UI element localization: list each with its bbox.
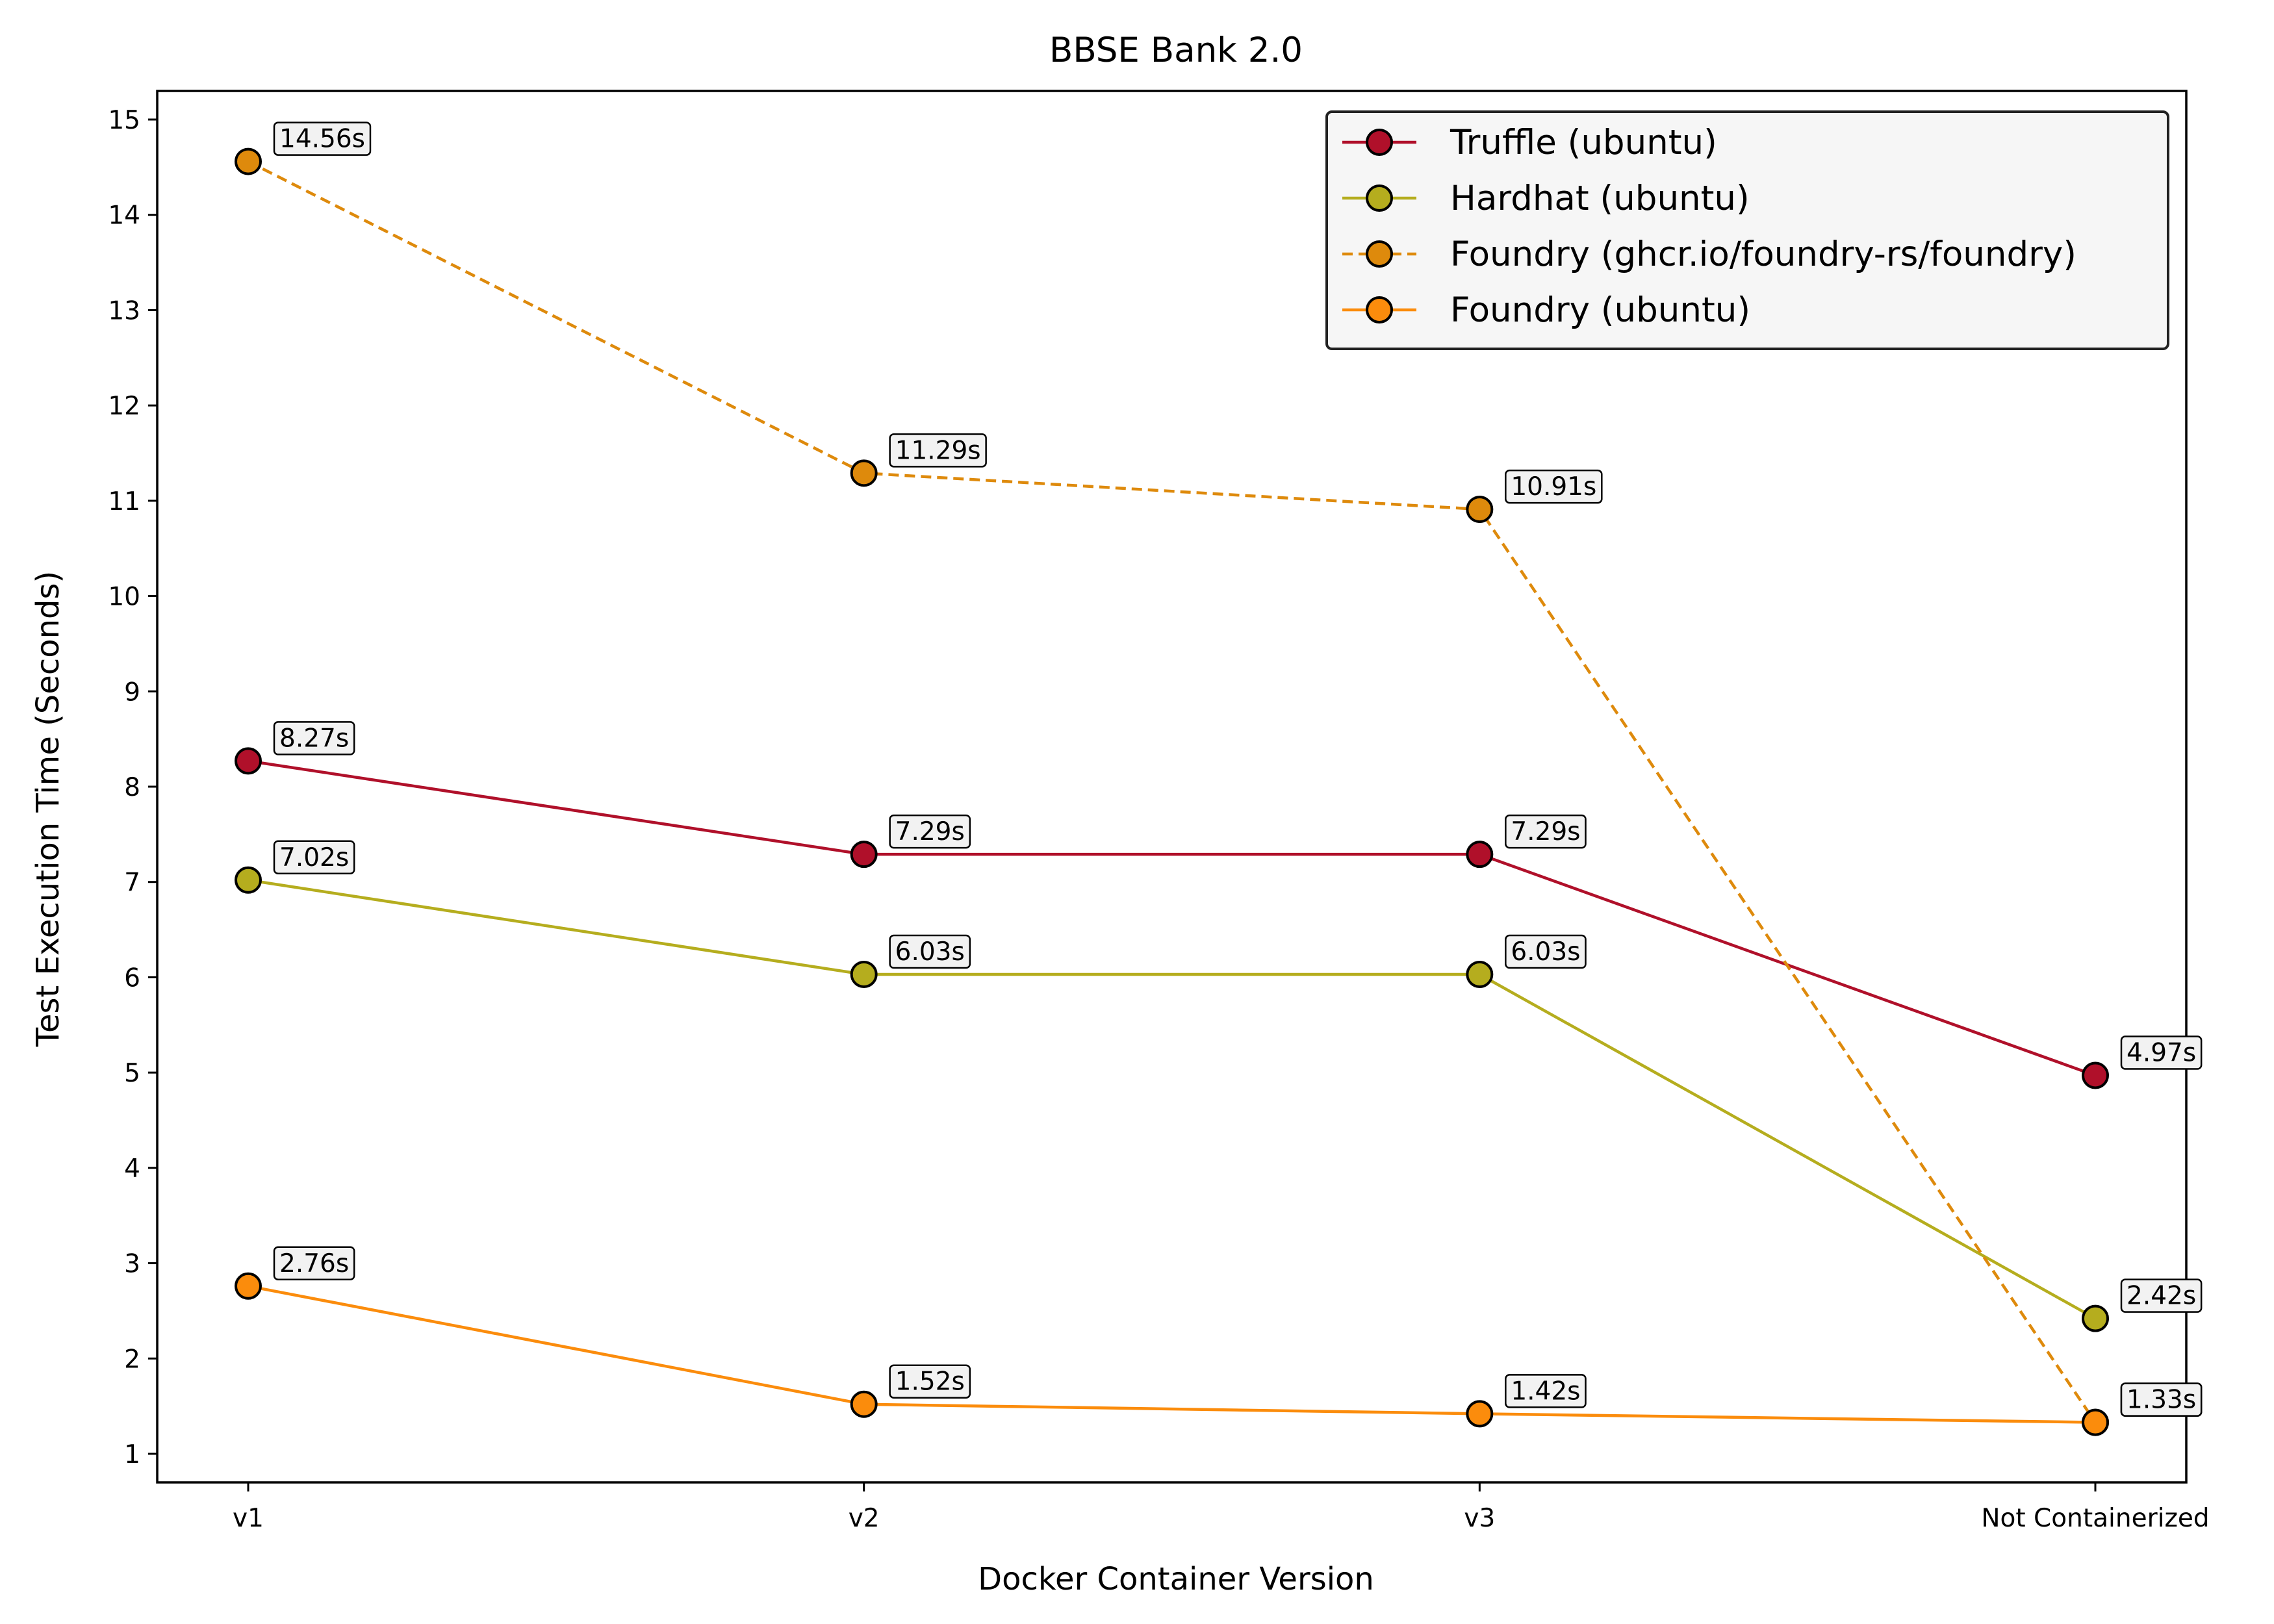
y-tick-label: 6	[124, 963, 140, 993]
y-tick-label: 3	[124, 1250, 140, 1279]
data-point	[1466, 961, 1494, 989]
data-point	[850, 961, 878, 989]
y-tick-label: 12	[108, 392, 140, 421]
data-label-text: 8.27s	[279, 724, 349, 753]
data-label-text: 6.03s	[895, 937, 965, 967]
data-point	[235, 147, 262, 175]
y-tick-label: 4	[124, 1154, 140, 1184]
data-label: 2.42s	[2120, 1278, 2203, 1313]
x-tick-label: v1	[233, 1504, 264, 1533]
data-label-text: 7.02s	[279, 843, 349, 872]
data-label-text: 11.29s	[895, 436, 981, 465]
data-label: 7.02s	[273, 840, 355, 875]
data-label-text: 7.29s	[1511, 817, 1580, 846]
data-point	[850, 1390, 878, 1418]
data-label: 7.29s	[889, 814, 971, 849]
data-point	[235, 866, 262, 894]
x-tick-label: v3	[1464, 1504, 1495, 1533]
data-label-text: 1.52s	[895, 1367, 965, 1397]
data-point	[2082, 1061, 2109, 1089]
data-label: 1.33s	[2120, 1382, 2203, 1417]
legend-marker	[1366, 240, 1393, 268]
data-label-text: 1.33s	[2127, 1386, 2196, 1415]
chart-title: BBSE Bank 2.0	[1049, 31, 1303, 70]
data-point	[235, 1272, 262, 1300]
data-label: 7.29s	[1505, 814, 1587, 849]
x-tick-label: v2	[849, 1504, 880, 1533]
y-tick-label: 1	[124, 1440, 140, 1469]
data-label: 6.03s	[889, 934, 971, 969]
legend-label: Truffle (ubuntu)	[1450, 123, 1717, 162]
legend-marker	[1366, 129, 1393, 156]
y-tick-label: 10	[108, 583, 140, 612]
y-tick-label: 9	[124, 678, 140, 707]
legend-label: Foundry (ghcr.io/foundry-rs/foundry)	[1450, 235, 2076, 274]
y-tick-label: 15	[108, 106, 140, 135]
data-label: 14.56s	[273, 121, 372, 156]
series-line	[247, 160, 2097, 1423]
y-tick-label: 7	[124, 869, 140, 898]
y-tick-label: 8	[124, 773, 140, 802]
data-point	[1466, 496, 1494, 524]
data-label-text: 2.42s	[2127, 1282, 2196, 1311]
y-tick-label: 11	[108, 487, 140, 516]
data-label: 8.27s	[273, 721, 355, 755]
legend-entry: Truffle (ubuntu)	[1342, 123, 1717, 162]
legend-marker	[1366, 296, 1393, 324]
legend-marker	[1366, 184, 1393, 212]
series-line	[248, 878, 2097, 1320]
legend-label: Hardhat (ubuntu)	[1450, 179, 1750, 218]
data-label-text: 6.03s	[1511, 937, 1580, 967]
data-label-text: 1.42s	[1511, 1377, 1580, 1406]
data-label: 2.76s	[273, 1246, 355, 1281]
x-axis-label: Docker Container Version	[978, 1561, 1374, 1597]
data-label-text: 14.56s	[279, 125, 365, 154]
data-label: 6.03s	[1505, 934, 1587, 969]
x-tick-label: Not Containerized	[1981, 1504, 2209, 1533]
data-label: 1.52s	[889, 1364, 971, 1399]
y-tick-label: 13	[108, 296, 140, 325]
y-axis-label: Test Execution Time (Seconds)	[30, 571, 66, 1047]
data-label-text: 4.97s	[2127, 1039, 2196, 1068]
data-label: 1.42s	[1505, 1374, 1587, 1408]
series-line	[248, 1284, 2096, 1424]
legend-entry: Hardhat (ubuntu)	[1342, 179, 1750, 218]
data-label-text: 7.29s	[895, 817, 965, 846]
data-point	[1466, 841, 1494, 869]
data-point	[850, 841, 878, 869]
legend-entry: Foundry (ubuntu)	[1342, 290, 1750, 330]
data-point	[850, 459, 878, 487]
data-label: 4.97s	[2120, 1035, 2203, 1070]
legend-box	[1325, 110, 2169, 350]
data-point	[2082, 1408, 2109, 1436]
legend-label: Foundry (ubuntu)	[1450, 290, 1750, 330]
y-tick-label: 5	[124, 1059, 140, 1088]
data-point	[2082, 1304, 2109, 1332]
data-label: 11.29s	[889, 433, 987, 468]
y-tick-label: 2	[124, 1345, 140, 1374]
data-point	[235, 747, 262, 775]
data-point	[1466, 1400, 1494, 1428]
data-label-text: 2.76s	[279, 1249, 349, 1278]
legend: Truffle (ubuntu) Hardhat (ubuntu) Foundry …	[1325, 110, 2169, 350]
data-label: 10.91s	[1505, 469, 1603, 504]
y-tick-label: 14	[108, 201, 140, 231]
data-label-text: 10.91s	[1511, 472, 1596, 501]
legend-entry: Foundry (ghcr.io/foundry-rs/foundry)	[1342, 235, 2076, 274]
